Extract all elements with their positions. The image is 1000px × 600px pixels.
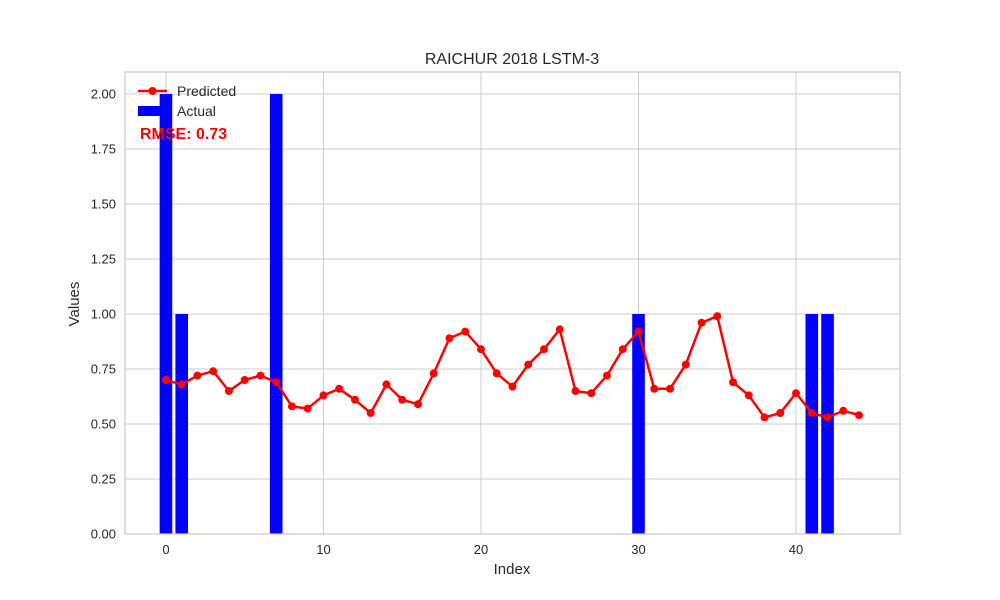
predicted-point [524, 360, 533, 369]
predicted-point [729, 378, 738, 387]
chart-title: RAICHUR 2018 LSTM-3 [425, 51, 599, 68]
predicted-point [634, 327, 643, 336]
legend-predicted-marker [148, 87, 157, 95]
legend: Predicted Actual [138, 83, 236, 119]
predicted-point [272, 378, 281, 387]
predicted-line [161, 312, 864, 422]
y-tick-label: 0.25 [91, 472, 116, 487]
x-tick-label: 40 [789, 542, 803, 557]
y-tick-label: 0.75 [91, 362, 116, 377]
predicted-point [492, 369, 501, 378]
actual-bar [632, 314, 645, 534]
predicted-point [776, 409, 785, 417]
predicted-point [398, 395, 407, 404]
predicted-point [555, 325, 564, 334]
predicted-point [382, 380, 391, 389]
actual-bar [175, 314, 189, 534]
x-tick-label: 10 [316, 542, 330, 557]
predicted-point [823, 413, 832, 422]
predicted-point [319, 391, 328, 400]
y-tick-label: 1.50 [91, 197, 116, 212]
predicted-point [240, 376, 249, 384]
predicted-point [161, 376, 170, 384]
y-tick-label: 1.00 [91, 307, 116, 322]
predicted-point [413, 400, 422, 409]
predicted-point [350, 395, 359, 404]
predicted-point [760, 413, 769, 422]
predicted-point [476, 345, 485, 354]
x-tick-label: 20 [474, 542, 488, 557]
predicted-point [807, 409, 816, 417]
plot-frame [124, 71, 901, 535]
legend-actual-swatch [138, 106, 167, 116]
predicted-point [587, 389, 596, 398]
predicted-point [792, 389, 801, 398]
predicted-point [603, 371, 612, 380]
predicted-point [839, 406, 848, 415]
predicted-point [855, 411, 864, 420]
predicted-point [571, 387, 580, 395]
legend-predicted-label: Predicted [177, 83, 236, 99]
predicted-point [540, 345, 549, 354]
predicted-point [508, 382, 517, 391]
predicted-point [713, 312, 722, 321]
y-tick-label: 1.25 [91, 252, 116, 267]
predicted-point [681, 360, 690, 369]
predicted-point [697, 318, 706, 327]
predicted-point [461, 327, 470, 336]
predicted-point [445, 334, 454, 343]
predicted-point [193, 371, 202, 380]
predicted-point [177, 380, 186, 389]
predicted-point [256, 371, 265, 380]
y-tick-label: 0.00 [91, 527, 116, 542]
predicted-point [650, 384, 659, 393]
y-tick-label: 2.00 [91, 87, 116, 102]
predicted-point [618, 345, 627, 354]
predicted-point [303, 404, 312, 413]
predicted-point [209, 367, 218, 376]
predicted-point [287, 402, 296, 411]
y-axis-label: Values [66, 282, 83, 327]
y-tick-label: 0.50 [91, 417, 116, 432]
predicted-point [666, 384, 675, 393]
x-tick-label: 0 [162, 542, 169, 557]
actual-bar [269, 94, 283, 534]
legend-actual-label: Actual [177, 103, 216, 119]
actual-bar [821, 314, 834, 534]
ticks: 0.00 0.25 0.50 0.75 1.00 1.25 1.50 1.75 2.00 0 10 2… [91, 87, 804, 558]
predicted-point [366, 409, 375, 417]
actual-bar [805, 314, 819, 534]
predicted-point [429, 369, 438, 378]
actual-bars [159, 94, 834, 534]
rmse-annotation: RMSE: 0.73 [140, 126, 227, 143]
predicted-point [335, 384, 344, 393]
predicted-point [744, 391, 753, 400]
predicted-point [224, 387, 233, 395]
y-tick-label: 1.75 [91, 142, 116, 157]
actual-bar [159, 94, 173, 534]
x-tick-label: 30 [631, 542, 645, 557]
x-axis-label: Index [494, 561, 531, 578]
